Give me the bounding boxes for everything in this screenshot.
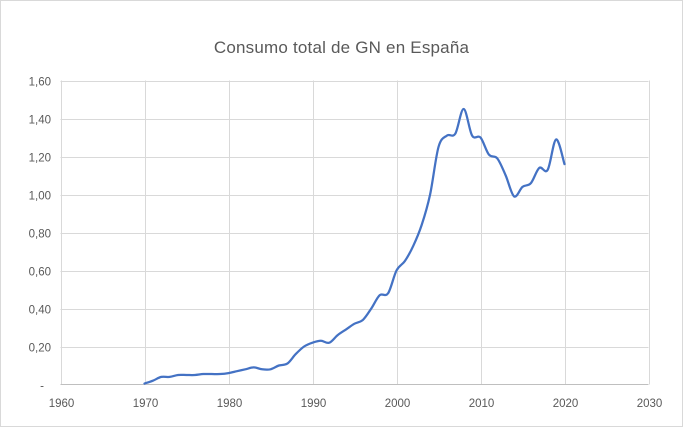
x-tick-label: 2000 <box>385 398 411 410</box>
y-tick-label: 0,80 <box>29 229 51 241</box>
x-tick-label: 1960 <box>49 398 75 410</box>
x-tick-label: 1970 <box>133 398 159 410</box>
data-series-line <box>143 107 566 385</box>
y-tick-label: 0,20 <box>29 343 51 355</box>
x-tick-label: 1980 <box>217 398 243 410</box>
x-tick-label: 2020 <box>553 398 579 410</box>
y-tick-label: 1,40 <box>29 115 51 127</box>
x-tick-label: 2030 <box>637 398 663 410</box>
y-tick-label: 1,00 <box>29 191 51 203</box>
chart-title: Consumo total de GN en España <box>213 38 470 57</box>
y-tick-label: 1,20 <box>29 153 51 165</box>
y-tick-label: - <box>40 381 44 393</box>
y-tick-label: 0,60 <box>29 267 51 279</box>
y-tick-label: 1,60 <box>29 77 51 89</box>
x-tick-label: 1990 <box>301 398 327 410</box>
x-tick-label: 2010 <box>469 398 495 410</box>
y-tick-label: 0,40 <box>29 305 51 317</box>
